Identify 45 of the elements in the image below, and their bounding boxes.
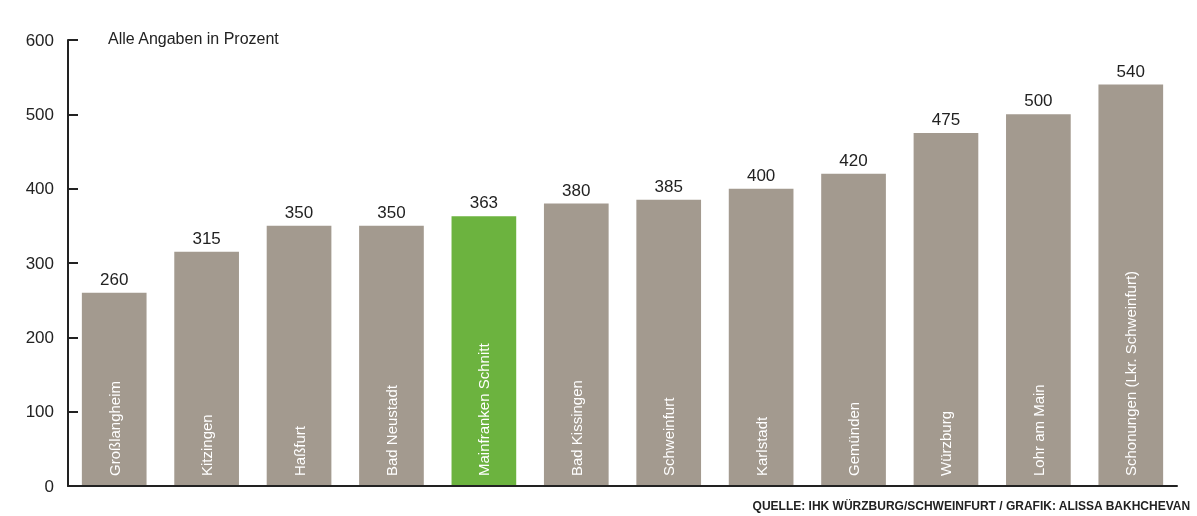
bar xyxy=(174,251,239,486)
data-label: 500 xyxy=(1024,91,1053,111)
data-label: 363 xyxy=(469,193,499,213)
data-label: 540 xyxy=(1116,61,1145,81)
bar xyxy=(1006,114,1071,486)
y-tick-label: 400 xyxy=(25,179,54,199)
y-tick-label: 600 xyxy=(25,30,54,50)
bar xyxy=(728,188,794,486)
data-label: 350 xyxy=(284,202,314,222)
x-tick-label: Bad Kissingen xyxy=(567,380,585,476)
bar xyxy=(636,199,702,486)
data-label: 385 xyxy=(654,176,683,196)
data-label: 380 xyxy=(562,180,591,200)
y-tick-label: 100 xyxy=(25,402,54,422)
x-tick-label: Würzburg xyxy=(937,410,955,476)
data-label: 315 xyxy=(192,228,221,248)
x-tick-label: Großlangheim xyxy=(105,380,123,476)
bar xyxy=(821,173,886,486)
x-tick-label: Lohr am Main xyxy=(1029,384,1047,476)
x-tick-label: Mainfranken Schnitt xyxy=(475,342,493,476)
x-tick-label: Schonungen (Lkr. Schweinfurt) xyxy=(1122,270,1140,476)
x-tick-label: Schweinfurt xyxy=(660,396,678,476)
data-label: 400 xyxy=(746,165,776,185)
bar xyxy=(451,216,517,486)
x-tick-label: Bad Neustadt xyxy=(382,384,400,476)
x-tick-label: Karlstadt xyxy=(752,415,770,476)
bar xyxy=(543,203,609,486)
data-label: 350 xyxy=(377,202,406,222)
bar xyxy=(913,132,979,486)
bar xyxy=(266,225,332,486)
bar xyxy=(81,292,147,486)
data-label: 260 xyxy=(100,269,129,289)
y-tick-label: 0 xyxy=(44,476,54,496)
bar xyxy=(359,225,424,486)
y-tick-label: 300 xyxy=(25,253,54,273)
x-tick-label: Haßfurt xyxy=(290,425,308,476)
y-tick-label: 200 xyxy=(25,327,54,347)
source-note: QUELLE: IHK WÜRZBURG/SCHWEINFURT / GRAFIK: ALISSA BAKHCHEVAN xyxy=(752,498,1191,513)
x-tick-label: Gemünden xyxy=(845,401,863,476)
data-label: 420 xyxy=(839,150,868,170)
y-tick-label: 500 xyxy=(25,104,54,124)
annotation: Alle Angaben in Prozent xyxy=(108,29,280,47)
x-tick-label: Kitzingen xyxy=(198,414,216,476)
data-label: 475 xyxy=(931,109,961,129)
bar xyxy=(1098,84,1164,486)
